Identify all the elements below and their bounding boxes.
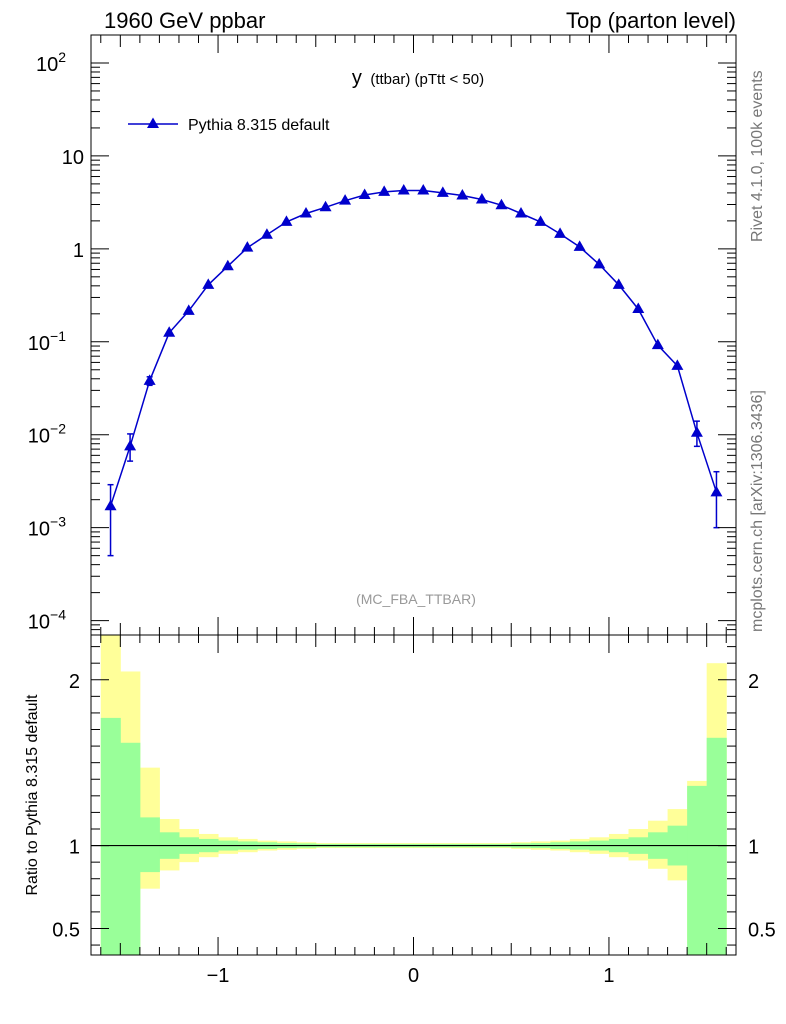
main-ytick-base: 10 [28,519,50,541]
data-point [260,228,273,239]
main-ytick-label: 1 [73,240,84,262]
data-point [319,200,332,212]
ratio-ytick-label-left: 0.5 [52,919,80,941]
data-point [515,207,527,218]
header-right: Top (parton level) [566,8,736,33]
data-point [358,188,371,199]
ratio-ytick-label-left: 1 [69,837,80,859]
data-point [710,485,723,497]
data-point [143,374,156,385]
ratio-ytick-label-right: 0.5 [748,919,776,941]
ratio-ylabel: Ratio to Pythia 8.315 default [24,694,41,896]
ratio-bands [91,635,736,955]
inner-band-bin [706,737,727,955]
inner-band-bin [100,717,121,955]
main-title: y (ttbar) (pTtt < 50) [352,67,484,89]
ratio-ytick-label-right: 1 [748,837,759,859]
main-title-var: y [352,67,362,89]
data-point [339,194,352,205]
legend-label: Pythia 8.315 default [188,117,330,134]
main-ytick-base: 1 [73,240,84,262]
data-point [182,304,195,315]
data-point [163,326,176,337]
data-point [378,185,391,196]
inner-band-bin [120,742,141,955]
series-line [109,189,718,507]
rivet-label: Rivet 4.1.0, 100k events [749,70,766,242]
data-point [554,227,567,238]
main-ytick-base: 10 [28,612,50,634]
data-point [475,192,488,204]
inner-band-bin [139,817,160,873]
data-point [534,215,547,226]
ratio-ticks: 0.5 0.5 1 1 2 2 −1 0 1 [52,635,776,987]
main-ytick-exp: −4 [50,607,66,623]
main-ytick-label: 102 [36,49,66,76]
ratio-ytick-label-right: 2 [748,671,759,693]
data-point [612,278,625,289]
main-ytick-exp: −2 [50,421,66,437]
main-ytick-label: 10−1 [28,328,66,355]
main-ytick-base: 10 [28,333,50,355]
data-point [280,215,293,226]
ratio-xtick-label: −1 [207,965,230,987]
data-point [456,189,469,200]
data-point [671,359,684,370]
data-point [436,186,449,197]
mcplots-label: mcplots.cern.ch [arXiv:1306.3436] [749,390,766,632]
legend-marker [147,117,159,128]
data-point [221,259,234,271]
data-point [104,499,117,511]
ratio-panel: 0.5 0.5 1 1 2 2 −1 0 1 Ratio to Pythia 8.315 def… [24,634,776,987]
data-point [124,439,137,451]
main-ytick-label: 10−4 [28,607,66,634]
data-point [632,302,645,314]
data-point [495,198,508,210]
main-panel: y (ttbar) (pTtt < 50) (MC_FBA_TTBAR) Pyt… [28,34,737,636]
data-point [241,241,254,252]
ratio-xtick-label: 1 [603,965,614,987]
main-ytick-base: 10 [36,54,58,76]
main-content [104,183,723,557]
main-ytick-base: 10 [28,426,50,448]
data-point [417,183,430,195]
data-point [573,240,586,251]
main-ytick-label: 10 [62,147,84,169]
data-point [202,278,215,289]
data-point [397,183,410,195]
data-point [651,338,664,350]
main-ytick-base: 10 [62,147,84,169]
main-title-sub: (ttbar) (pTtt < 50) [370,71,484,88]
main-ytick-label: 10−3 [28,514,66,541]
ratio-ytick-label-left: 2 [69,671,80,693]
ratio-frame [90,634,737,956]
watermark: (MC_FBA_TTBAR) [356,591,476,607]
main-ytick-exp: −1 [50,328,66,344]
legend: Pythia 8.315 default [128,117,330,134]
ratio-xtick-label: 0 [408,965,419,987]
inner-band-bin [687,785,708,955]
main-ytick-exp: 2 [58,49,66,65]
header-left: 1960 GeV ppbar [104,8,265,33]
data-point [300,207,312,218]
main-ytick-label: 10−2 [28,421,66,448]
data-point [593,257,606,269]
data-point [690,426,703,437]
main-ytick-exp: −3 [50,514,66,530]
